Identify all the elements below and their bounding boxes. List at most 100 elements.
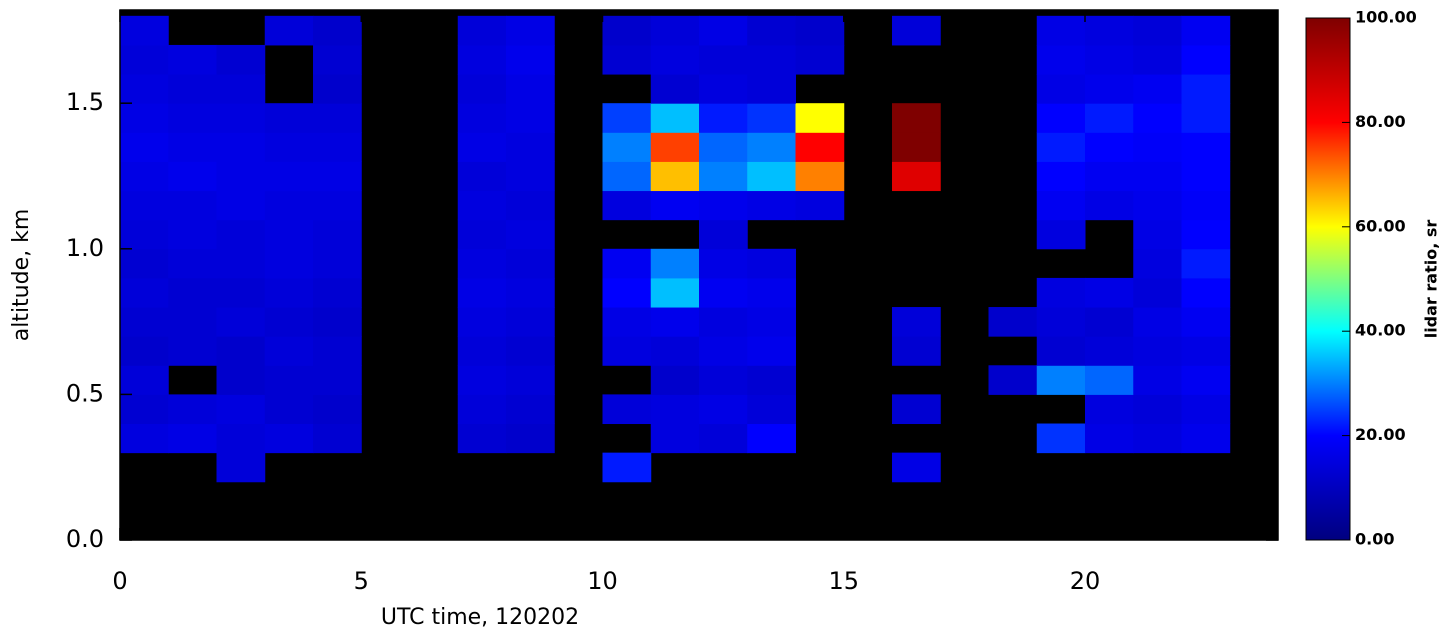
heatmap-cell — [120, 190, 169, 221]
heatmap-cell — [1181, 74, 1231, 104]
x-axis-label: UTC time, 120202 — [381, 605, 579, 630]
heatmap-cell — [264, 307, 314, 337]
heatmap-cell — [699, 103, 748, 133]
heatmap-cell — [699, 161, 748, 192]
heatmap-cell — [313, 219, 362, 250]
plot-frame — [119, 9, 1279, 541]
heatmap-cell — [120, 307, 169, 337]
heatmap-cell — [457, 277, 507, 308]
heatmap-cell — [892, 103, 941, 133]
heatmap-cell — [650, 132, 700, 162]
heatmap-cell — [1181, 277, 1231, 308]
heatmap-cell — [1085, 103, 1134, 133]
heatmap-cell — [1181, 423, 1231, 454]
heatmap-cell — [988, 307, 1038, 337]
heatmap-cell — [506, 248, 555, 279]
heatmap-cell — [699, 365, 748, 395]
heatmap-cell — [1133, 336, 1182, 366]
heatmap-cell — [457, 365, 507, 395]
heatmap-cell — [216, 307, 266, 337]
heatmap-cell — [602, 248, 652, 279]
heatmap-cell — [168, 74, 217, 104]
heatmap-cell — [1036, 103, 1086, 133]
heatmap-cell — [264, 394, 314, 425]
heatmap-cell — [313, 423, 362, 454]
heatmap-cell — [264, 423, 314, 454]
heatmap-cell — [892, 394, 941, 425]
x-tick-label: 0 — [112, 567, 127, 595]
heatmap-cell — [1133, 394, 1182, 425]
heatmap-cell — [892, 452, 941, 483]
heatmap-cell — [168, 190, 217, 221]
heatmap-cell — [747, 190, 796, 221]
heatmap-cell — [168, 423, 217, 454]
heatmap-cell — [892, 161, 941, 192]
heatmap-cell — [699, 248, 748, 279]
heatmap-cell — [1085, 277, 1134, 308]
heatmap-cell — [457, 132, 507, 162]
heatmap-cell — [795, 132, 845, 162]
heatmap-cell — [168, 161, 217, 192]
heatmap-cell — [313, 161, 362, 192]
x-tick-label: 5 — [354, 567, 369, 595]
heatmap-cell — [120, 44, 169, 75]
heatmap-cell — [264, 161, 314, 192]
heatmap-cell — [699, 132, 748, 162]
heatmap-cell — [747, 44, 796, 75]
heatmap-cell — [457, 423, 507, 454]
heatmap-cell — [602, 15, 652, 46]
colorbar-tick-label: 20.00 — [1355, 425, 1406, 444]
heatmap-cell — [216, 423, 266, 454]
heatmap-cell — [216, 219, 266, 250]
heatmap-cell — [1085, 190, 1134, 221]
colorbar-tick-label: 60.00 — [1355, 216, 1406, 235]
heatmap-cell — [699, 423, 748, 454]
heatmap-cell — [1036, 277, 1086, 308]
heatmap-cell — [120, 365, 169, 395]
heatmap-cell — [216, 336, 266, 366]
heatmap-cell — [313, 74, 362, 104]
heatmap-cell — [1181, 103, 1231, 133]
heatmap-cell — [457, 74, 507, 104]
heatmap-cell — [1036, 219, 1086, 250]
heatmap-cell — [1181, 394, 1231, 425]
heatmap-cell — [747, 15, 796, 46]
heatmap-cell — [1181, 219, 1231, 250]
heatmap-cell — [264, 365, 314, 395]
heatmap-cell — [602, 161, 652, 192]
heatmap-cell — [795, 15, 845, 46]
heatmap-cell — [650, 307, 700, 337]
heatmap-cell — [264, 132, 314, 162]
heatmap-cell — [457, 103, 507, 133]
heatmap-cell — [1036, 190, 1086, 221]
heatmap-cell — [120, 394, 169, 425]
heatmap-cell — [1181, 336, 1231, 366]
heatmap-cell — [1133, 15, 1182, 46]
heatmap-cell — [747, 248, 796, 279]
heatmap-cell — [1085, 365, 1134, 395]
heatmap-cell — [747, 161, 796, 192]
heatmap-cell — [168, 219, 217, 250]
heatmap-cell — [1036, 365, 1086, 395]
heatmap-cell — [457, 190, 507, 221]
heatmap-cell — [506, 336, 555, 366]
heatmap-cell — [1181, 132, 1231, 162]
heatmap-cell — [216, 394, 266, 425]
heatmap-cell — [1133, 103, 1182, 133]
colorbar-label: lidar ratio, sr — [1422, 220, 1441, 339]
heatmap-cell — [699, 74, 748, 104]
heatmap-cell — [168, 103, 217, 133]
heatmap-cell — [120, 103, 169, 133]
heatmap-cell — [168, 336, 217, 366]
heatmap-cell — [457, 219, 507, 250]
heatmap-cell — [168, 394, 217, 425]
heatmap-cell — [1085, 307, 1134, 337]
heatmap-cell — [120, 15, 169, 46]
heatmap-cell — [892, 15, 941, 46]
heatmap-cell — [506, 307, 555, 337]
heatmap-cell — [216, 365, 266, 395]
colorbar-tick-label: 40.00 — [1355, 321, 1406, 340]
heatmap-cell — [747, 394, 796, 425]
heatmap-cell — [1133, 190, 1182, 221]
